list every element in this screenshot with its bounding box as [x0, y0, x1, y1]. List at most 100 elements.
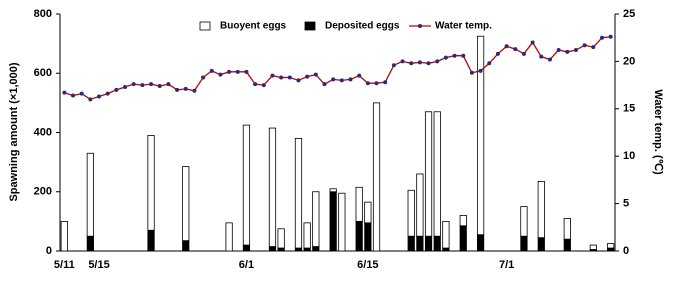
- line-marker: [227, 69, 232, 74]
- line-marker: [261, 83, 266, 88]
- bar: [268, 127, 277, 247]
- bar: [607, 247, 615, 252]
- bar: [476, 234, 485, 252]
- line-marker: [296, 78, 301, 83]
- legend-label: Buoyent eggs: [220, 21, 287, 32]
- x-tick-label: 6/1: [239, 259, 254, 271]
- bar: [147, 229, 155, 252]
- line-marker: [409, 61, 414, 66]
- y-axis-label: Spawning amount (×1,000): [8, 62, 20, 201]
- line-marker: [313, 72, 318, 77]
- bar: [303, 222, 311, 249]
- bar: [329, 188, 337, 193]
- line-marker: [123, 84, 128, 89]
- bar: [459, 225, 467, 252]
- bar: [537, 180, 545, 239]
- y-tick-label: 200: [34, 186, 52, 198]
- x-tick-label: 7/1: [499, 259, 514, 271]
- bar: [537, 237, 545, 252]
- bar: [277, 247, 285, 252]
- line-marker: [539, 54, 544, 59]
- legend-swatch: [199, 21, 211, 31]
- x-tick-label: 6/15: [357, 259, 378, 271]
- y2-tick-label: 25: [623, 8, 635, 20]
- line-marker: [244, 69, 249, 74]
- bar: [607, 243, 615, 249]
- bar: [312, 191, 320, 247]
- bar: [364, 201, 372, 224]
- line-marker: [71, 93, 76, 98]
- line-marker: [487, 61, 492, 66]
- line-marker: [331, 77, 336, 82]
- line-marker: [435, 59, 440, 64]
- legend-marker: [418, 24, 422, 28]
- bar: [147, 135, 155, 231]
- legend-swatch: [304, 21, 316, 31]
- line-marker: [79, 91, 84, 96]
- x-tick-label: 5/15: [88, 259, 109, 271]
- line-marker: [235, 69, 240, 74]
- bar: [60, 220, 68, 252]
- line-marker: [495, 51, 500, 56]
- bar: [303, 247, 311, 252]
- line-marker: [183, 86, 188, 91]
- line-marker: [478, 68, 483, 73]
- bar: [424, 111, 433, 237]
- bar: [520, 235, 528, 252]
- bar: [407, 189, 415, 237]
- bar: [364, 222, 372, 252]
- line-marker: [452, 53, 457, 58]
- bar: [355, 186, 363, 222]
- line-marker: [565, 49, 570, 54]
- line-marker: [391, 63, 396, 68]
- y-tick-label: 400: [34, 126, 52, 138]
- bar: [329, 191, 337, 252]
- bar: [433, 235, 441, 252]
- bar: [416, 173, 424, 237]
- bar: [476, 35, 485, 236]
- line-marker: [582, 43, 587, 48]
- line-marker: [305, 74, 310, 79]
- bar: [294, 138, 303, 249]
- bar: [182, 166, 190, 242]
- line-marker: [114, 87, 119, 92]
- line-marker: [591, 45, 596, 50]
- legend-label: Water temp.: [435, 21, 492, 32]
- line-marker: [357, 73, 362, 78]
- line-marker: [140, 83, 145, 88]
- line-marker: [149, 82, 154, 87]
- bar: [338, 192, 346, 252]
- line-marker: [105, 91, 110, 96]
- bar: [355, 220, 363, 252]
- legend-label: Deposited eggs: [325, 21, 400, 32]
- bar: [294, 247, 303, 252]
- bar: [242, 244, 251, 252]
- line-marker: [400, 59, 405, 64]
- line-marker: [97, 94, 102, 99]
- bar: [86, 152, 94, 237]
- y2-tick-label: 5: [623, 198, 629, 210]
- line-marker: [599, 35, 604, 40]
- y-tick-label: 600: [34, 67, 52, 79]
- line-marker: [339, 78, 344, 83]
- line-marker: [201, 75, 206, 80]
- line-marker: [504, 44, 509, 49]
- bar: [242, 124, 251, 246]
- line-marker: [547, 57, 552, 62]
- line-marker: [469, 70, 474, 75]
- line-marker: [417, 60, 422, 65]
- bar: [442, 220, 450, 249]
- bar: [520, 206, 528, 237]
- y2-axis-label: Water temp. (℃): [652, 89, 664, 175]
- line-marker: [348, 77, 353, 82]
- bar: [563, 218, 571, 240]
- bar: [563, 238, 571, 252]
- line-marker: [461, 53, 466, 58]
- y-tick-label: 0: [46, 245, 52, 257]
- line-marker: [443, 55, 448, 60]
- line-marker: [131, 82, 136, 87]
- line-marker: [365, 81, 370, 86]
- line-marker: [530, 40, 535, 45]
- bar: [442, 247, 450, 252]
